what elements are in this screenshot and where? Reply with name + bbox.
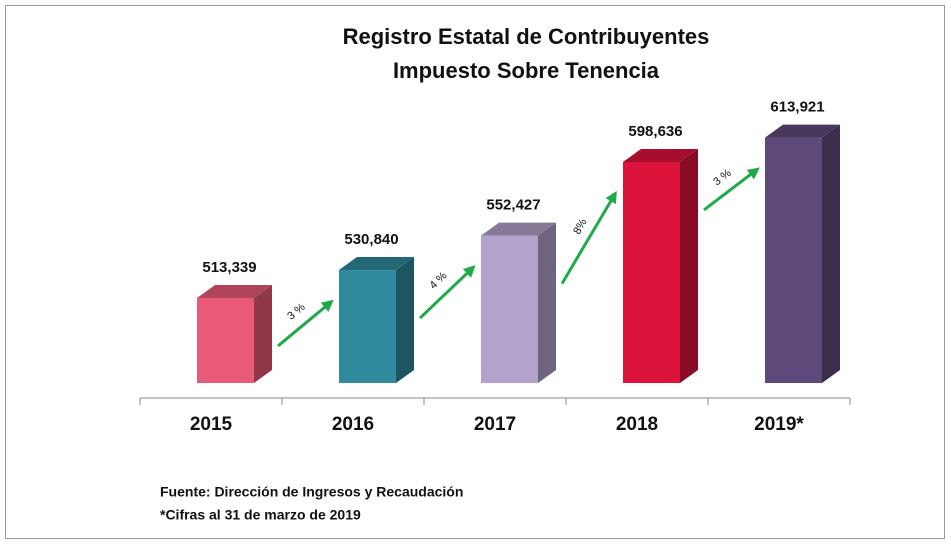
x-tick-label: 2016 (332, 414, 374, 435)
x-tick-label: 2018 (616, 414, 658, 435)
value-label: 552,427 (486, 197, 540, 214)
bar (765, 124, 840, 384)
bar-top (481, 222, 556, 236)
bar-front (339, 270, 396, 383)
value-label: 513,339 (202, 259, 256, 276)
bar (197, 284, 272, 383)
bar-side (680, 148, 698, 383)
growth-arrow (418, 265, 476, 320)
bar-front (197, 297, 254, 383)
bar-top (765, 124, 840, 138)
chart-title: Registro Estatal de Contribuyentes (343, 24, 710, 49)
footnote: *Cifras al 31 de marzo de 2019 (160, 507, 361, 523)
bar-side (254, 284, 272, 383)
bar-top (623, 148, 698, 162)
bar-front (623, 161, 680, 383)
value-label: 530,840 (344, 231, 398, 248)
bar (623, 148, 698, 383)
growth-arrow (277, 299, 334, 348)
bar-top (339, 257, 414, 271)
x-tick-label: 2017 (474, 414, 516, 435)
bar-side (822, 124, 840, 384)
bar-front (765, 137, 822, 383)
bar-side (538, 222, 556, 383)
x-tick-label: 2015 (190, 414, 233, 435)
bar (481, 222, 556, 383)
bar-front (481, 235, 538, 383)
bar-top (197, 284, 272, 298)
source-note: Fuente: Dirección de Ingresos y Recaudac… (160, 484, 463, 500)
value-label: 598,636 (628, 123, 682, 140)
x-tick-label: 2019* (754, 414, 804, 435)
bar (339, 257, 414, 383)
growth-arrow (703, 167, 760, 212)
chart-subtitle: Impuesto Sobre Tenencia (393, 58, 660, 83)
growth-arrow (560, 190, 617, 285)
bar-side (396, 257, 414, 383)
value-label: 613,921 (770, 99, 824, 116)
